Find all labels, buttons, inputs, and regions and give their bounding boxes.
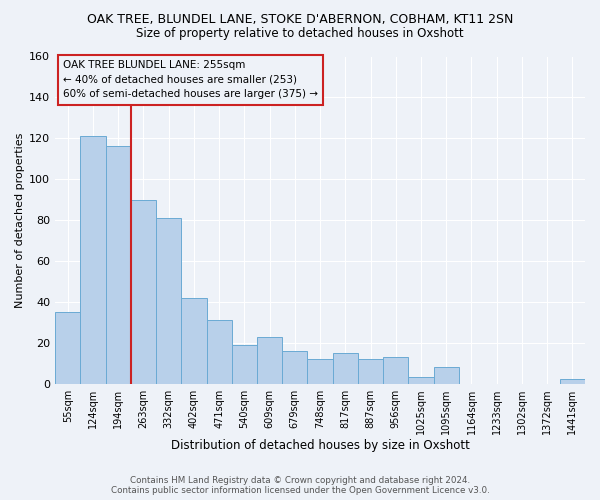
Bar [181, 298, 206, 384]
Text: Size of property relative to detached houses in Oxshott: Size of property relative to detached ho… [136, 28, 464, 40]
Text: Contains HM Land Registry data © Crown copyright and database right 2024.
Contai: Contains HM Land Registry data © Crown c… [110, 476, 490, 495]
Bar [131, 200, 156, 384]
Text: OAK TREE, BLUNDEL LANE, STOKE D'ABERNON, COBHAM, KT11 2SN: OAK TREE, BLUNDEL LANE, STOKE D'ABERNON,… [87, 12, 513, 26]
Bar [560, 380, 585, 384]
Bar [55, 312, 80, 384]
Text: OAK TREE BLUNDEL LANE: 255sqm
← 40% of detached houses are smaller (253)
60% of : OAK TREE BLUNDEL LANE: 255sqm ← 40% of d… [63, 60, 318, 100]
Bar [257, 336, 282, 384]
Bar [80, 136, 106, 384]
Bar [383, 357, 409, 384]
Bar [434, 367, 459, 384]
Bar [358, 359, 383, 384]
Bar [409, 378, 434, 384]
Bar [307, 359, 332, 384]
Bar [156, 218, 181, 384]
Y-axis label: Number of detached properties: Number of detached properties [15, 132, 25, 308]
Bar [232, 344, 257, 384]
Bar [106, 146, 131, 384]
Bar [206, 320, 232, 384]
Bar [332, 353, 358, 384]
X-axis label: Distribution of detached houses by size in Oxshott: Distribution of detached houses by size … [170, 440, 470, 452]
Bar [282, 351, 307, 384]
